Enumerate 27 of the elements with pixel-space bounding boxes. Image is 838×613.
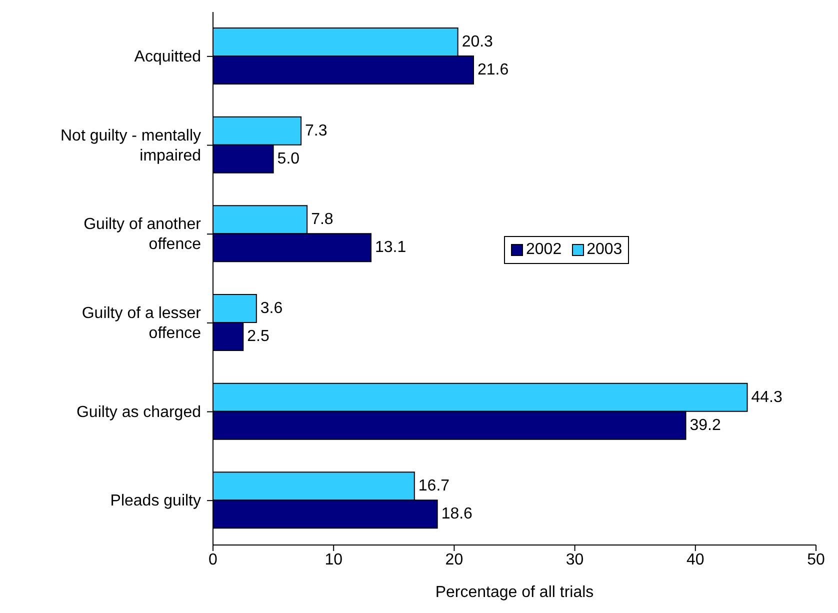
data-label: 7.3: [305, 122, 328, 140]
x-tick-label: 0: [208, 551, 218, 568]
y-tick-label: Guilty of a lesser offence: [82, 304, 202, 342]
data-label: 39.2: [690, 416, 721, 434]
data-label: 2.5: [247, 328, 270, 345]
legend-label: 2002: [525, 241, 562, 259]
x-axis-title: Percentage of all trials: [435, 584, 594, 601]
data-label: 7.8: [311, 211, 334, 228]
y-tick-label: Guilty as charged: [76, 403, 201, 420]
y-tick-label: Pleads guilty: [110, 492, 201, 510]
x-tick-label: 20: [445, 551, 464, 568]
y-tick-label: Not guilty - mentally impaired: [60, 126, 201, 164]
x-tick-label: 30: [566, 551, 584, 568]
legend-label: 2003: [586, 241, 622, 259]
x-tick-label: 10: [324, 551, 343, 568]
data-label: 18.6: [441, 506, 473, 523]
x-tick-label: 50: [807, 551, 825, 568]
data-label: 44.3: [751, 388, 782, 406]
data-label: 20.3: [462, 33, 494, 50]
x-tick-label: 40: [686, 551, 704, 568]
data-label: 16.7: [418, 478, 450, 495]
data-label: 13.1: [374, 239, 406, 256]
y-tick-label: Guilty of another offence: [84, 216, 202, 253]
data-label: 3.6: [260, 300, 283, 317]
data-label: 21.6: [477, 61, 509, 78]
y-tick-label: Acquitted: [134, 48, 201, 65]
data-label: 5.0: [277, 150, 300, 168]
